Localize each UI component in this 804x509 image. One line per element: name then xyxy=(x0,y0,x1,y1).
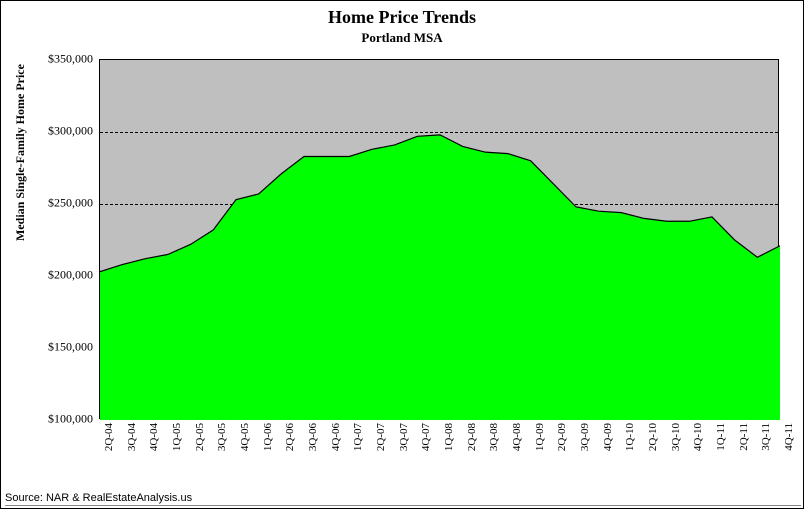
x-tick-label: 3Q-10 xyxy=(670,423,682,451)
x-tick-label: 4Q-09 xyxy=(602,423,614,451)
source-text: Source: NAR & RealEstateAnalysis.us xyxy=(5,492,801,506)
x-tick-label: 2Q-10 xyxy=(647,423,659,451)
x-tick-label: 2Q-04 xyxy=(103,423,115,451)
x-tick-label: 1Q-11 xyxy=(715,423,727,451)
x-tick-label: 3Q-08 xyxy=(488,423,500,451)
x-tick-label: 1Q-06 xyxy=(262,423,274,451)
x-tick-label: 4Q-05 xyxy=(239,423,251,451)
y-tick-label: $350,000 xyxy=(37,52,93,67)
x-tick-label: 2Q-11 xyxy=(738,423,750,451)
y-tick-label: $200,000 xyxy=(37,268,93,283)
x-tick-label: 2Q-07 xyxy=(375,423,387,451)
area-fill xyxy=(100,135,780,420)
x-tick-label: 2Q-08 xyxy=(466,423,478,451)
x-tick-label: 2Q-09 xyxy=(556,423,568,451)
x-tick-label: 3Q-07 xyxy=(398,423,410,451)
y-tick-label: $100,000 xyxy=(37,412,93,427)
x-tick-label: 4Q-11 xyxy=(783,423,795,451)
y-tick-label: $300,000 xyxy=(37,124,93,139)
x-tick-label: 3Q-09 xyxy=(579,423,591,451)
x-tick-label: 3Q-11 xyxy=(760,423,772,451)
y-axis-label: Median Single-Family Home Price xyxy=(13,64,28,241)
plot-area xyxy=(99,59,779,419)
chart-title: Home Price Trends xyxy=(1,7,803,28)
x-tick-label: 4Q-10 xyxy=(692,423,704,451)
x-tick-label: 1Q-05 xyxy=(171,423,183,451)
x-tick-label: 3Q-04 xyxy=(126,423,138,451)
chart-subtitle: Portland MSA xyxy=(1,30,803,46)
x-tick-label: 1Q-09 xyxy=(534,423,546,451)
x-tick-label: 3Q-05 xyxy=(216,423,228,451)
x-tick-label: 1Q-07 xyxy=(352,423,364,451)
x-tick-label: 4Q-08 xyxy=(511,423,523,451)
x-tick-label: 3Q-06 xyxy=(307,423,319,451)
area-svg xyxy=(100,60,780,420)
x-tick-label: 2Q-06 xyxy=(284,423,296,451)
x-tick-label: 4Q-07 xyxy=(420,423,432,451)
x-tick-label: 4Q-04 xyxy=(148,423,160,451)
chart-container: Home Price Trends Portland MSA Median Si… xyxy=(0,0,804,509)
x-tick-label: 1Q-08 xyxy=(443,423,455,451)
y-tick-label: $150,000 xyxy=(37,340,93,355)
x-tick-label: 1Q-10 xyxy=(624,423,636,451)
x-tick-label: 2Q-05 xyxy=(194,423,206,451)
y-tick-label: $250,000 xyxy=(37,196,93,211)
x-tick-label: 4Q-06 xyxy=(330,423,342,451)
